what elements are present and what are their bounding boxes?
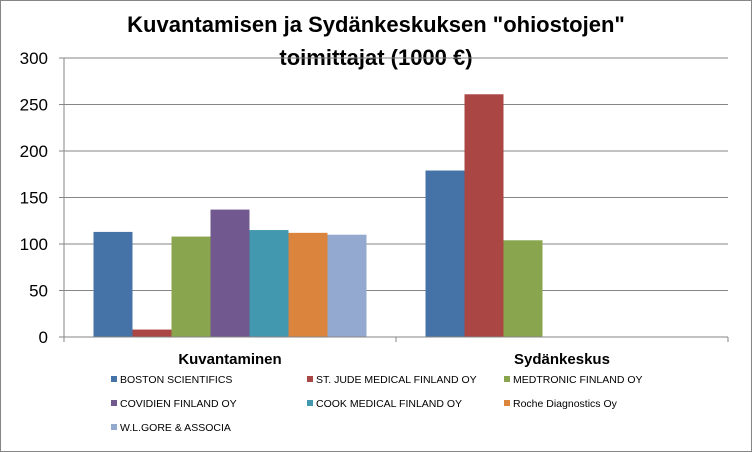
x-category-label: Sydänkeskus [514,351,610,368]
y-tick-label: 300 [20,49,48,68]
bar [503,240,543,337]
legend-label: MEDTRONIC FINLAND OY [513,374,643,386]
y-tick-label: 250 [20,96,48,115]
legend-label: COVIDIEN FINLAND OY [120,398,237,410]
bar [327,234,367,337]
legend-swatch [307,400,313,406]
y-tick-label: 100 [20,235,48,254]
legend-swatch [111,424,117,430]
bars [93,94,543,338]
bar [210,209,250,337]
bar [132,329,172,337]
chart-title-line-1: Kuvantamisen ja Sydänkeskuksen "ohiostoj… [127,12,625,37]
bar [425,170,465,337]
axes: 0 50 100 150 200 250 300 Kuvantaminen Sydänkesku… [20,49,729,368]
y-tick-label: 50 [29,282,48,301]
legend-label: Roche Diagnostics Oy [513,398,618,410]
bar [249,230,289,337]
legend-swatch [111,400,117,406]
legend-label: W.L.GORE & ASSOCIA [120,422,231,434]
y-tick-label: 0 [39,328,48,347]
bar [171,236,211,337]
legend-swatch [111,376,117,382]
bar [288,232,328,337]
x-category-label: Kuvantaminen [178,351,281,368]
legend-label: BOSTON SCIENTIFICS [120,374,232,386]
bar [93,231,133,337]
gridlines [64,57,728,291]
legend-label: COOK MEDICAL FINLAND OY [316,398,462,410]
legend-label: ST. JUDE MEDICAL FINLAND OY [316,374,477,386]
legend-swatch [504,376,510,382]
legend: BOSTON SCIENTIFICS ST. JUDE MEDICAL FINLA… [111,374,643,434]
y-tick-label: 150 [20,189,48,208]
legend-swatch [504,400,510,406]
y-tick-label: 200 [20,142,48,161]
legend-swatch [307,376,313,382]
bar [464,94,504,338]
